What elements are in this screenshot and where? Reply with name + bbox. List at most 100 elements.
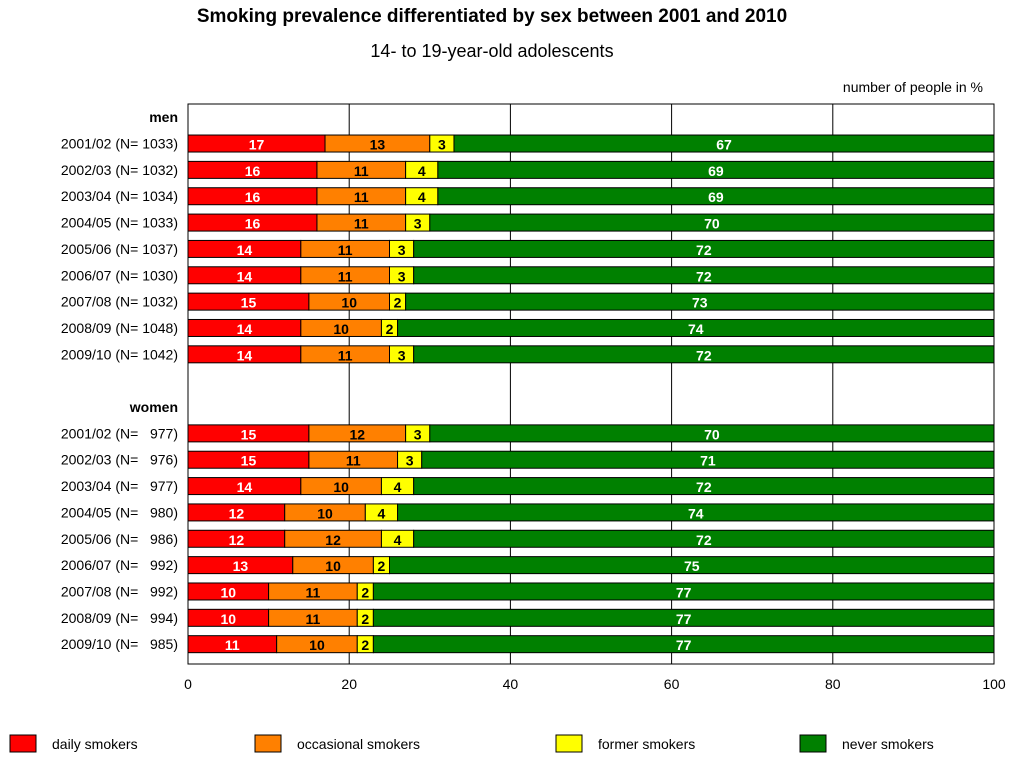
chart-subtitle: 14- to 19-year-old adolescents bbox=[370, 41, 613, 61]
bar-segment bbox=[413, 345, 995, 364]
data-label: 2 bbox=[378, 558, 386, 574]
data-label: 15 bbox=[241, 426, 257, 442]
x-tick-label: 60 bbox=[664, 676, 680, 692]
row-label: 2005/06 (N= 1037) bbox=[61, 241, 178, 257]
group-label: men bbox=[149, 109, 178, 125]
data-label: 3 bbox=[398, 268, 406, 284]
data-label: 2 bbox=[386, 321, 394, 337]
data-label: 10 bbox=[221, 584, 237, 600]
bar-segment bbox=[397, 318, 995, 337]
data-label: 16 bbox=[245, 189, 261, 205]
row-label: 2002/03 (N= 1032) bbox=[61, 162, 178, 178]
row-label: 2001/02 (N= 1033) bbox=[61, 136, 178, 152]
bar-segment bbox=[405, 292, 995, 311]
legend-swatch bbox=[254, 734, 282, 753]
row-label: 2006/07 (N= 1030) bbox=[61, 267, 178, 283]
data-label: 11 bbox=[338, 347, 353, 363]
data-label: 77 bbox=[676, 637, 692, 653]
row-label: 2001/02 (N= 977) bbox=[61, 425, 178, 441]
bar-segment bbox=[453, 134, 995, 153]
group-label: women bbox=[129, 399, 178, 415]
legend-swatch bbox=[799, 734, 827, 753]
data-label: 3 bbox=[414, 426, 422, 442]
legend-swatch bbox=[9, 734, 37, 753]
legend-label: daily smokers bbox=[52, 736, 138, 752]
unit-label: number of people in % bbox=[843, 79, 983, 95]
data-label: 15 bbox=[241, 295, 257, 311]
bar-segment bbox=[413, 239, 995, 258]
data-label: 12 bbox=[229, 532, 245, 548]
data-label: 12 bbox=[229, 505, 245, 521]
data-label: 17 bbox=[249, 137, 265, 153]
data-label: 3 bbox=[414, 216, 422, 232]
row-label: 2004/05 (N= 1033) bbox=[61, 215, 178, 231]
bar-segment bbox=[397, 503, 995, 522]
x-tick-label: 100 bbox=[982, 676, 1006, 692]
row-label: 2008/09 (N= 994) bbox=[61, 610, 178, 626]
data-label: 4 bbox=[394, 479, 402, 495]
data-label: 11 bbox=[306, 584, 321, 600]
data-label: 11 bbox=[338, 268, 353, 284]
data-label: 4 bbox=[418, 163, 426, 179]
data-label: 10 bbox=[325, 558, 341, 574]
plot-border bbox=[187, 103, 995, 665]
row-label: 2008/09 (N= 1048) bbox=[61, 320, 178, 336]
data-label: 69 bbox=[708, 189, 724, 205]
x-tick-label: 0 bbox=[184, 676, 192, 692]
data-label: 11 bbox=[354, 189, 369, 205]
data-label: 16 bbox=[245, 216, 261, 232]
data-label: 70 bbox=[704, 426, 720, 442]
data-label: 14 bbox=[237, 268, 253, 284]
legend-label: never smokers bbox=[842, 736, 934, 752]
legend: daily smokers occasional smokers former sm… bbox=[9, 734, 934, 753]
data-label: 77 bbox=[676, 611, 692, 627]
data-label: 14 bbox=[237, 321, 253, 337]
row-label: 2004/05 (N= 980) bbox=[61, 504, 178, 520]
data-label: 72 bbox=[696, 479, 712, 495]
row-label: 2002/03 (N= 976) bbox=[61, 452, 178, 468]
bar-segment bbox=[413, 266, 995, 285]
data-label: 2 bbox=[361, 584, 369, 600]
data-label: 14 bbox=[237, 242, 253, 258]
data-label: 77 bbox=[676, 584, 692, 600]
data-label: 2 bbox=[361, 611, 369, 627]
legend-swatch bbox=[555, 734, 583, 753]
row-label: 2003/04 (N= 1034) bbox=[61, 188, 178, 204]
data-label: 10 bbox=[333, 479, 349, 495]
data-label: 72 bbox=[696, 242, 712, 258]
data-label: 71 bbox=[700, 453, 716, 469]
data-label: 4 bbox=[394, 532, 402, 548]
data-label: 11 bbox=[354, 216, 369, 232]
data-label: 2 bbox=[361, 637, 369, 653]
data-label: 70 bbox=[704, 216, 720, 232]
data-label: 3 bbox=[438, 137, 446, 153]
data-label: 3 bbox=[398, 347, 406, 363]
data-label: 13 bbox=[233, 558, 249, 574]
data-label: 11 bbox=[306, 611, 321, 627]
data-label: 72 bbox=[696, 347, 712, 363]
data-label: 69 bbox=[708, 163, 724, 179]
bar-segment bbox=[413, 477, 995, 496]
data-label: 11 bbox=[225, 637, 240, 653]
data-label: 14 bbox=[237, 347, 253, 363]
row-label: 2009/10 (N= 985) bbox=[61, 636, 178, 652]
data-label: 3 bbox=[406, 453, 414, 469]
row-label: 2007/08 (N= 992) bbox=[61, 583, 178, 599]
bar-segment bbox=[413, 529, 995, 548]
data-label: 12 bbox=[349, 426, 365, 442]
row-label: 2009/10 (N= 1042) bbox=[61, 346, 178, 362]
row-label: 2005/06 (N= 986) bbox=[61, 531, 178, 547]
data-label: 10 bbox=[333, 321, 349, 337]
bar-segment bbox=[372, 582, 995, 601]
data-label: 10 bbox=[317, 505, 333, 521]
chart-title: Smoking prevalence differentiated by sex… bbox=[197, 6, 787, 27]
data-label: 10 bbox=[341, 295, 357, 311]
data-label: 73 bbox=[692, 295, 708, 311]
row-label: 2007/08 (N= 1032) bbox=[61, 294, 178, 310]
data-label: 3 bbox=[398, 242, 406, 258]
data-label: 67 bbox=[716, 137, 732, 153]
data-label: 10 bbox=[221, 611, 237, 627]
bar-segment bbox=[389, 556, 995, 575]
bar-segment bbox=[372, 608, 995, 627]
